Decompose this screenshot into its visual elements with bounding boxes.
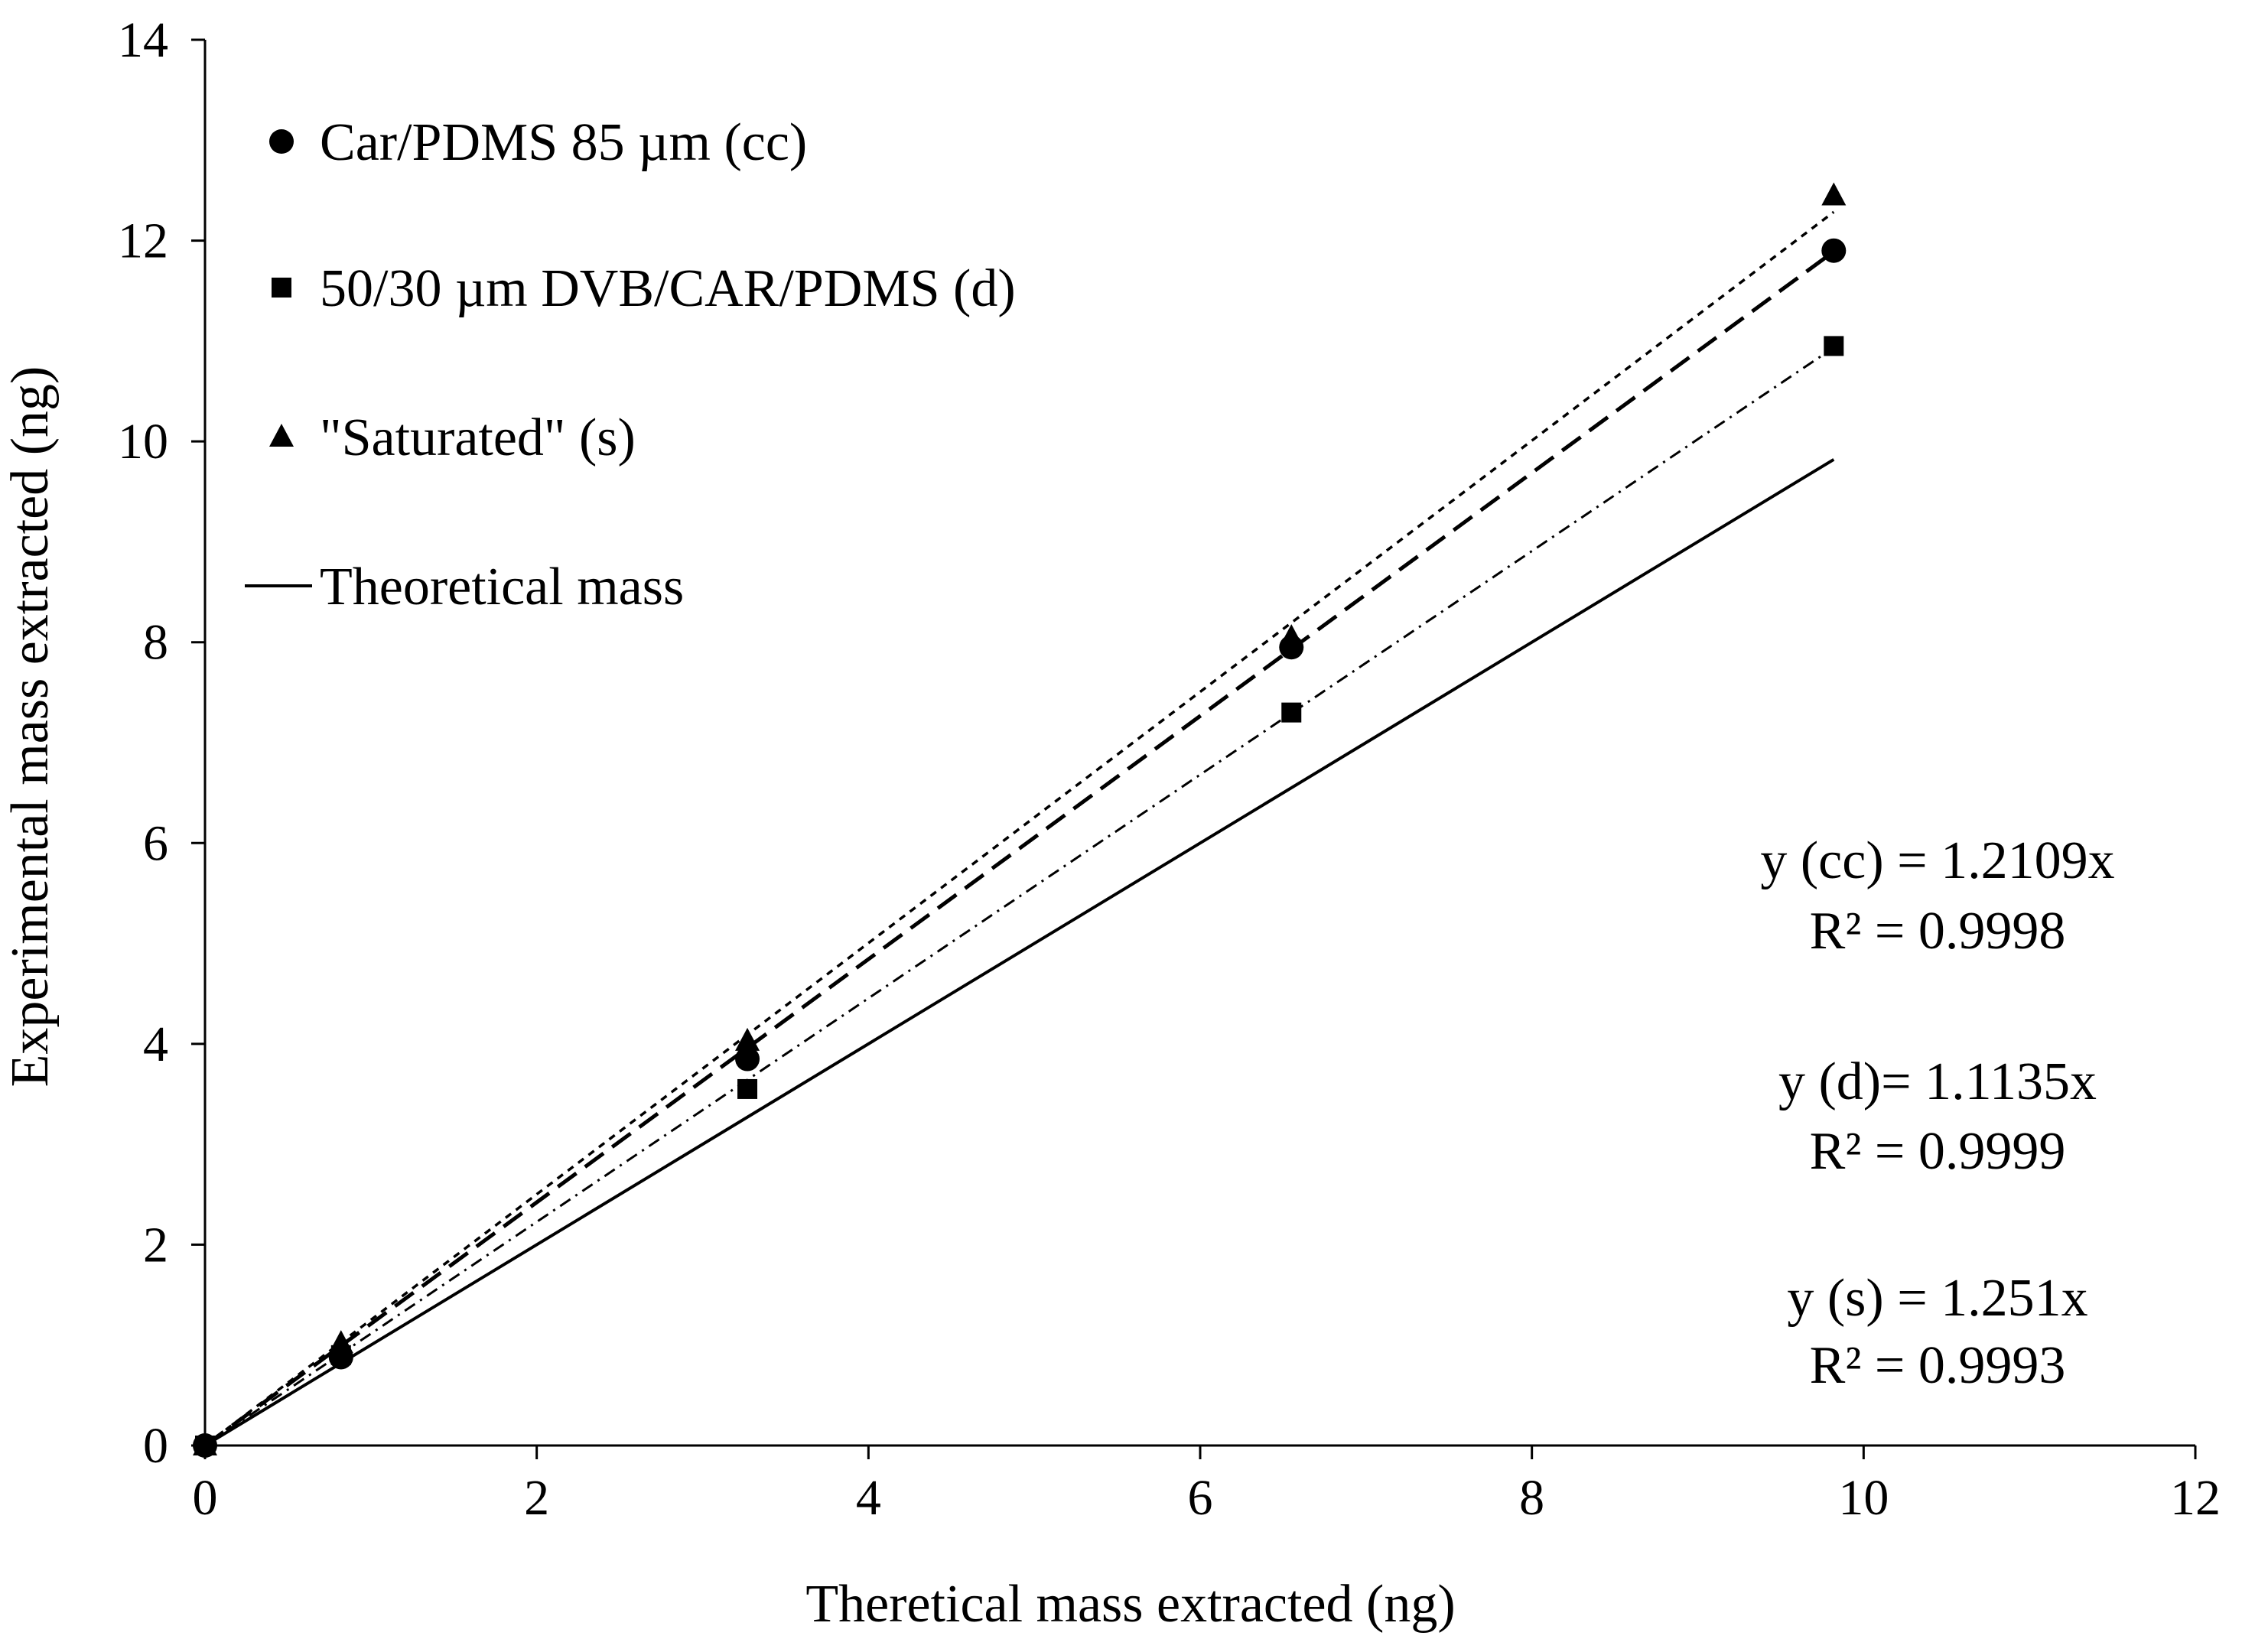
x-axis-ticks: 0 2 4 6 8 10 12 [193, 1446, 2221, 1526]
legend-label-0: Car/PDMS 85 µm (cc) [320, 113, 807, 172]
trendline-1 [204, 346, 1835, 1447]
trendline-2 [203, 210, 1835, 1447]
data-point-s2-p3 [1279, 624, 1304, 648]
legend-swatch-1 [272, 278, 291, 298]
trendline-3 [203, 458, 1835, 1447]
y-axis-title: Experimental mass extracted (ng) [1, 366, 60, 1088]
y-tick-label: 8 [143, 615, 168, 671]
legend-swatch-0 [269, 129, 294, 154]
legend-label-2: "Saturated" (s) [320, 408, 636, 467]
x-tick-label: 4 [856, 1470, 881, 1526]
x-tick-label: 8 [1519, 1470, 1544, 1526]
x-tick-label: 12 [2170, 1470, 2221, 1526]
y-tick-label: 10 [118, 414, 168, 470]
legend-swatch-2 [269, 424, 294, 447]
trendlines [203, 210, 1835, 1448]
y-axis-ticks: 0 2 4 6 8 10 12 14 [118, 12, 205, 1474]
x-tick-label: 0 [193, 1470, 218, 1526]
x-tick-label: 10 [1838, 1470, 1889, 1526]
y-tick-label: 0 [143, 1418, 168, 1474]
equation-annotations: y (cc) = 1.2109x R² = 0.9998 y (d)= 1.1135… [1760, 831, 2114, 1395]
data-point-s0-p2 [735, 1046, 760, 1072]
equation-1: y (d)= 1.1135x [1778, 1052, 2097, 1111]
r-squared-0: R² = 0.9998 [1810, 902, 2066, 961]
data-point-s1-p3 [1281, 702, 1302, 723]
x-tick-label: 2 [524, 1470, 549, 1526]
y-tick-label: 12 [118, 213, 168, 269]
y-tick-label: 2 [143, 1217, 168, 1273]
legend-label-3: Theoretical mass [320, 558, 684, 616]
data-point-s2-p4 [1821, 182, 1847, 206]
r-squared-1: R² = 0.9999 [1810, 1122, 2066, 1181]
data-point-s2-p1 [328, 1330, 353, 1354]
trendline-0 [203, 249, 1835, 1448]
x-axis-title: Theretical mass extracted (ng) [805, 1575, 1455, 1634]
y-tick-label: 6 [143, 815, 168, 871]
r-squared-2: R² = 0.9993 [1810, 1336, 2066, 1395]
data-point-s2-p2 [735, 1027, 760, 1051]
legend: Car/PDMS 85 µm (cc) 50/30 µm DVB/CAR/PDMS… [245, 113, 1016, 616]
equation-0: y (cc) = 1.2109x [1760, 831, 2114, 890]
y-tick-label: 14 [118, 12, 168, 68]
equation-2: y (s) = 1.251x [1787, 1269, 2087, 1328]
y-tick-label: 4 [143, 1016, 168, 1072]
legend-label-1: 50/30 µm DVB/CAR/PDMS (d) [320, 259, 1016, 318]
data-point-s1-p4 [1824, 336, 1844, 356]
data-point-s0-p4 [1821, 238, 1847, 263]
data-point-s1-p2 [737, 1078, 758, 1099]
x-tick-label: 6 [1188, 1470, 1213, 1526]
data-markers [193, 182, 1847, 1458]
